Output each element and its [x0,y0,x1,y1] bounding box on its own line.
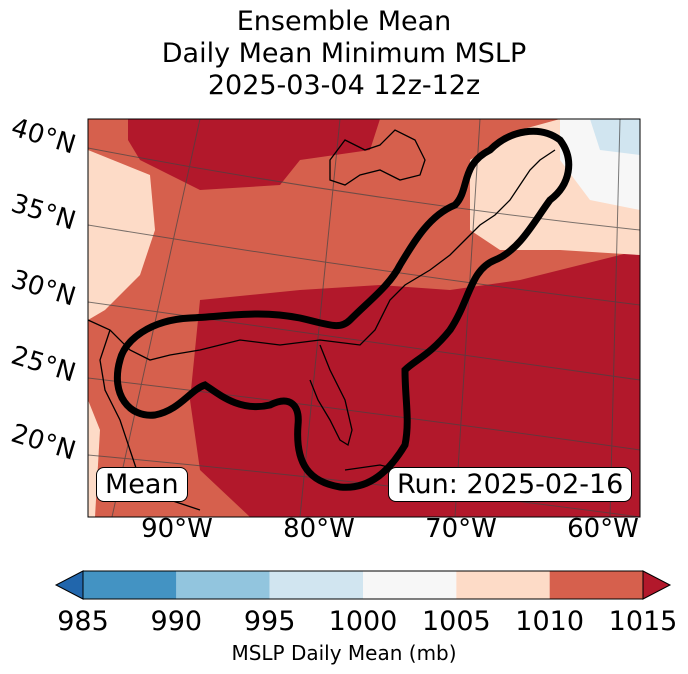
lon-label-60w: 60°W [567,514,639,544]
lon-label-90w: 90°W [141,514,213,544]
map-frame [87,118,641,518]
colorbar-bin-990-995 [176,571,270,599]
colorbar-bin-985-990 [83,571,177,599]
run-label-box: Run: 2025-02-16 [388,467,633,502]
colorbar [54,570,672,600]
title-line-1: Ensemble Mean [236,6,452,37]
field-1005-1010-west [88,150,155,320]
colorbar-under-arrow [54,570,84,600]
field-1005-1010-southwest [88,400,100,517]
field-over-1015-north [128,119,380,190]
colorbar-tick-1005: 1005 [421,606,491,637]
colorbar-tick-1010: 1010 [515,606,585,637]
mean-label-box: Mean [96,467,188,502]
coastlines [88,129,556,511]
colorbar-over-arrow [642,570,672,600]
colorbar-bin-1000-1005 [363,571,457,599]
colorbar-label: MSLP Daily Mean (mb) [231,641,457,665]
title-line-3: 2025-03-04 12z-12z [207,70,481,101]
colorbar-bin-995-1000 [269,571,363,599]
mslp-contour [113,127,573,491]
colorbar-bin-1010-1015 [549,571,643,599]
map-area [88,119,640,517]
graticule [88,119,640,517]
title-line-2: Daily Mean Minimum MSLP [161,38,527,69]
colorbar-tick-995: 995 [243,606,296,637]
lon-label-80w: 80°W [283,514,355,544]
colorbar-frame [82,570,644,600]
colorbar-tick-1015: 1015 [608,606,678,637]
colorbar-bin-1005-1010 [456,571,550,599]
field-995-1000-northeast [590,119,640,155]
colorbar-tick-985: 985 [57,606,109,637]
lon-label-70w: 70°W [425,514,497,544]
colorbar-tick-1000: 1000 [328,606,398,637]
colorbar-tick-990: 990 [150,606,203,637]
